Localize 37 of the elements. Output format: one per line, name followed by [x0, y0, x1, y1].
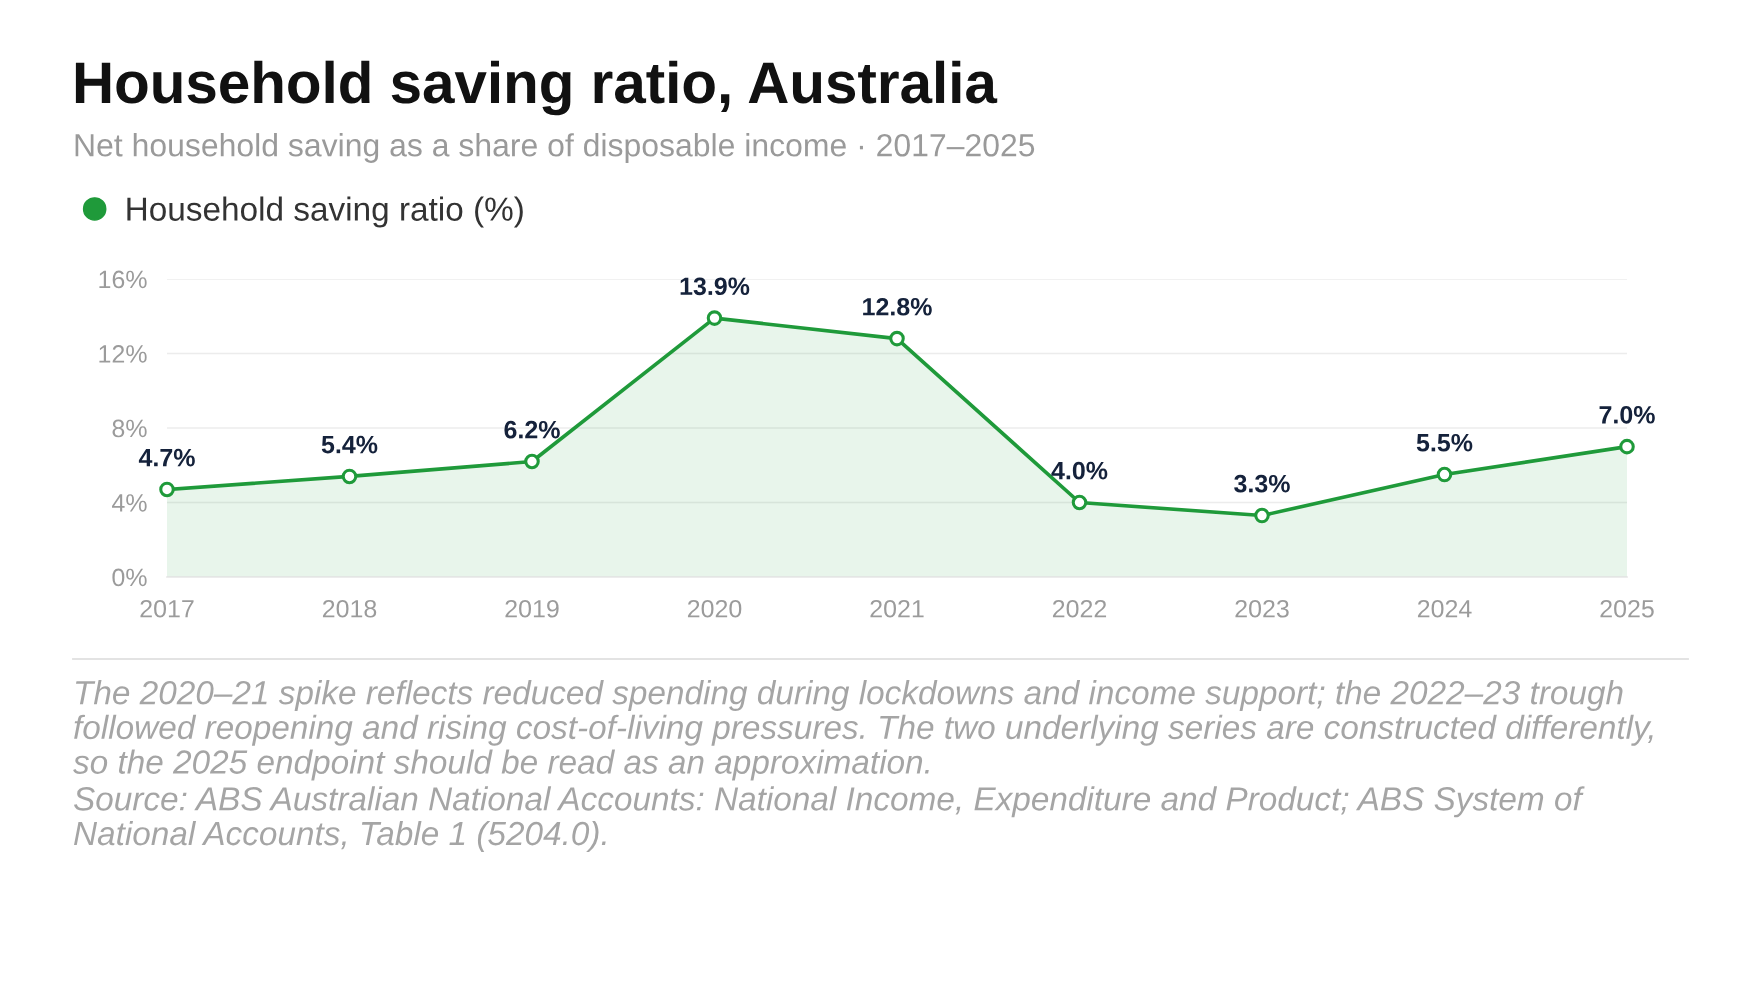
point	[524, 453, 540, 470]
data-label: 6.2%	[504, 420, 560, 439]
point	[706, 310, 723, 326]
data-label: 4.7%	[138, 448, 195, 467]
y-tick-label: 0%	[112, 568, 147, 587]
data-label: 7.0%	[1599, 405, 1655, 424]
point	[159, 481, 175, 498]
y-tick-label: 12%	[99, 345, 147, 363]
x-tick-label: 2017	[140, 599, 194, 618]
point	[1071, 494, 1088, 511]
point	[889, 330, 905, 347]
data-label: 3.3%	[1234, 474, 1290, 493]
point	[1619, 438, 1635, 455]
chart-subtitle: Net household saving as a share of disposable income · 2017–2025	[75, 133, 1035, 163]
point	[1254, 507, 1270, 524]
x-tick-label: 2024	[1417, 599, 1472, 618]
text: The 2020–21 spike reflects reduced spending during lockdowns and income support; the 2022–23 trough followed reopening and rising cost-of-living pressures. The two underlying series are constructed differently, so the 2025 endpoint should be read as an approximation.	[73, 680, 1653, 781]
data-label: 5.4%	[321, 435, 378, 454]
y-tick-label: 8%	[112, 419, 147, 438]
source-note: Source: ABS Australian National Accounts: National Income, Expenditure and Product; ABS System of National Accounts, Table 1 (5204.0).	[73, 786, 1585, 852]
data-label: 4.0%	[1051, 461, 1108, 480]
x-tick-label: 2019	[505, 599, 559, 618]
x-tick-label: 2023	[1235, 599, 1289, 618]
point	[1436, 466, 1453, 483]
data-label: 5.5%	[1416, 433, 1473, 452]
data-label: 12.8%	[863, 297, 932, 316]
x-tick-label: 2025	[1600, 599, 1654, 618]
x-tick-label: 2020	[687, 599, 742, 618]
y-tick-label: 16%	[99, 270, 147, 289]
x-tick-label: 2022	[1052, 599, 1107, 618]
legend-label: Household saving ratio (%)	[127, 196, 523, 228]
chart-title: Household saving ratio, Australia	[75, 60, 998, 116]
data-label: 13.9%	[680, 277, 750, 296]
x-tick-label: 2021	[870, 599, 924, 618]
point	[341, 468, 358, 485]
y-tick-label: 4%	[112, 494, 147, 512]
x-tick-label: 2018	[322, 599, 377, 618]
